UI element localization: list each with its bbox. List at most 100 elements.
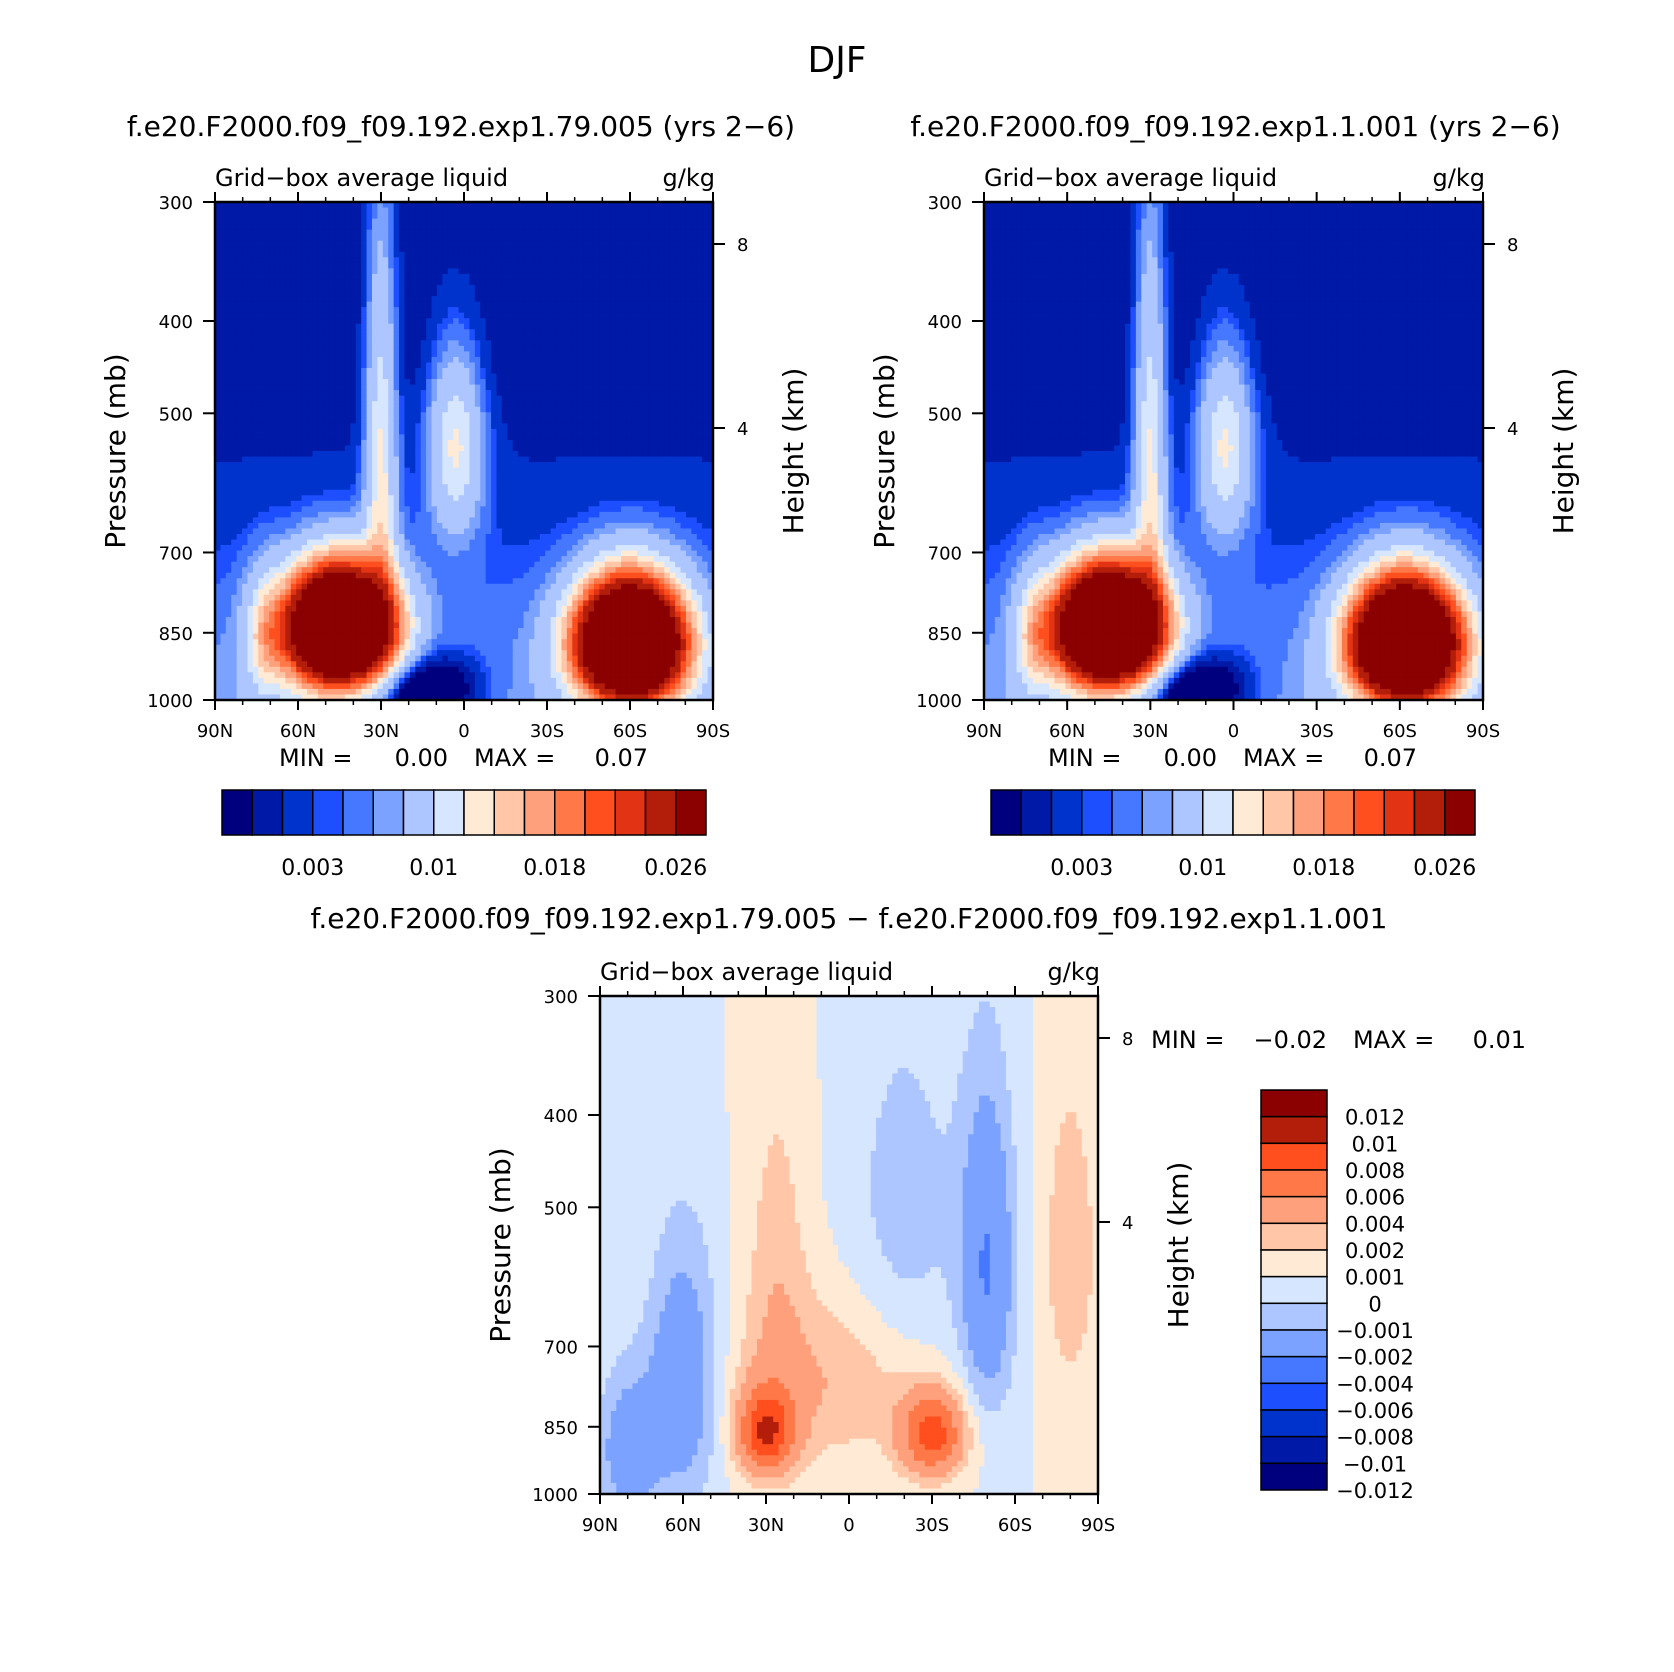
field-cell [317, 412, 324, 419]
field-cell [664, 401, 671, 408]
field-cell [393, 273, 400, 281]
field-cell [588, 345, 595, 352]
field-cell [236, 235, 243, 242]
field-cell [220, 218, 227, 225]
field-cell [507, 434, 514, 441]
field-cell [523, 412, 530, 419]
field-cell [604, 224, 611, 231]
field-cell [317, 351, 324, 358]
field-cell [285, 213, 292, 220]
field-cell [480, 345, 487, 352]
field-cell [279, 285, 286, 292]
field-cell [556, 329, 563, 336]
field-cell [274, 495, 281, 502]
field-cell [566, 240, 573, 247]
field-cell [393, 412, 400, 419]
field-cell [469, 246, 476, 253]
field-cell [447, 279, 454, 286]
field-cell [296, 417, 303, 424]
field-cell [307, 257, 314, 264]
field-cell [491, 202, 498, 209]
field-cell [426, 462, 433, 469]
field-cell [447, 456, 454, 463]
field-cell [447, 412, 454, 419]
field-cell [545, 290, 552, 297]
field-cell [382, 229, 389, 236]
field-cell [620, 202, 627, 209]
field-cell [631, 401, 638, 408]
field-cell [474, 279, 481, 286]
field-cell [399, 213, 406, 220]
field-cell [496, 251, 503, 258]
field-cell [680, 240, 687, 247]
field-cell [453, 495, 460, 502]
field-cell [220, 362, 227, 369]
field-cell [393, 428, 400, 435]
field-cell [442, 301, 449, 308]
field-cell [225, 439, 232, 447]
field-cell [550, 246, 557, 253]
field-cell [583, 473, 590, 480]
field-cell [328, 406, 335, 413]
field-cell [420, 257, 427, 264]
field-cell [566, 412, 573, 419]
field-cell [344, 489, 351, 496]
field-cell [258, 235, 265, 242]
field-cell [583, 334, 590, 341]
field-cell [680, 412, 687, 419]
field-cell [474, 257, 481, 264]
field-cell [658, 224, 665, 231]
field-cell [626, 395, 633, 402]
field-cell [469, 379, 476, 386]
field-cell [480, 462, 487, 469]
field-cell [561, 417, 568, 424]
field-cell [599, 301, 606, 308]
field-cell [566, 301, 573, 308]
field-cell [415, 307, 422, 314]
field-cell [528, 268, 535, 275]
field-cell [307, 240, 314, 247]
field-cell [469, 229, 476, 236]
field-cell [404, 412, 411, 419]
field-cell [469, 323, 476, 330]
field-cell [593, 451, 600, 458]
field-cell [480, 207, 487, 214]
field-cell [691, 218, 698, 225]
field-cell [296, 500, 303, 507]
field-cell [236, 467, 243, 474]
field-cell [626, 467, 633, 474]
field-cell [279, 351, 286, 358]
field-cell [691, 351, 698, 358]
field-cell [231, 340, 238, 347]
field-cell [550, 395, 557, 402]
field-cell [258, 213, 265, 220]
field-cell [420, 334, 427, 341]
field-cell [620, 462, 627, 469]
field-cell [393, 307, 400, 314]
field-cell [409, 235, 416, 242]
field-cell [539, 384, 546, 391]
field-cell [231, 235, 238, 242]
field-cell [566, 356, 573, 364]
field-cell [458, 257, 465, 264]
field-cell [377, 417, 384, 424]
field-cell [620, 257, 627, 264]
field-cell [550, 268, 557, 275]
field-cell [447, 434, 454, 441]
field-cell [279, 406, 286, 413]
field-cell [691, 224, 698, 231]
field-cell [507, 368, 514, 375]
field-cell [231, 495, 238, 502]
field-cell [323, 423, 330, 430]
field-cell [675, 462, 682, 469]
field-cell [285, 500, 292, 507]
field-cell [550, 484, 557, 491]
field-cell [583, 368, 590, 375]
field-cell [247, 246, 254, 253]
field-cell [637, 473, 644, 480]
field-cell [691, 307, 698, 314]
field-cell [507, 224, 514, 231]
field-cell [371, 489, 378, 496]
field-cell [593, 279, 600, 286]
field-cell [269, 235, 276, 242]
